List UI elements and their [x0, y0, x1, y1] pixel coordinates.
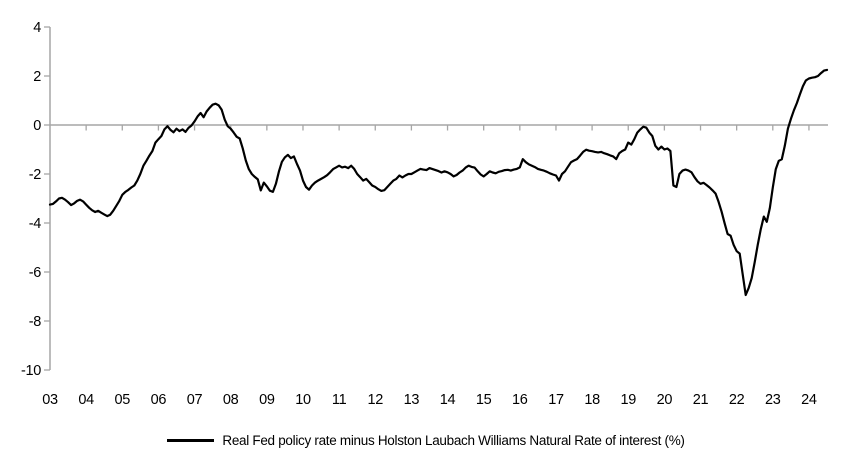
- x-tick-label: 13: [404, 392, 420, 408]
- x-tick-label: 10: [295, 392, 311, 408]
- x-tick-label: 24: [801, 392, 817, 408]
- x-tick-label: 08: [223, 392, 239, 408]
- x-tick-label: 05: [115, 392, 131, 408]
- data-series-line: [48, 68, 829, 297]
- x-tick-label: 12: [367, 392, 383, 408]
- x-tick-label: 22: [729, 392, 745, 408]
- y-tick-label: -6: [29, 265, 42, 281]
- x-tick-label: 21: [693, 392, 709, 408]
- legend: Real Fed policy rate minus Holston Lauba…: [0, 433, 852, 448]
- y-tick-label: -4: [29, 216, 42, 232]
- x-tick-label: 06: [151, 392, 167, 408]
- y-tick-label: 4: [33, 20, 41, 36]
- x-tick-label: 09: [259, 392, 275, 408]
- y-tick-label: -2: [29, 167, 42, 183]
- x-tick-label: 23: [765, 392, 781, 408]
- y-tick-label: -10: [21, 363, 41, 379]
- y-tick-label: -8: [29, 314, 42, 330]
- x-tick-label: 17: [548, 392, 564, 408]
- x-tick-label: 14: [440, 392, 456, 408]
- x-tick-label: 19: [620, 392, 636, 408]
- x-tick-label: 16: [512, 392, 528, 408]
- y-tick-label: 2: [33, 69, 41, 85]
- x-tick-label: 20: [657, 392, 673, 408]
- legend-label: Real Fed policy rate minus Holston Lauba…: [222, 433, 685, 448]
- x-tick-label: 11: [332, 392, 347, 408]
- x-tick-label: 04: [78, 392, 94, 408]
- x-tick-label: 15: [476, 392, 492, 408]
- x-tick-label: 07: [187, 392, 203, 408]
- legend-line-sample: [167, 439, 215, 442]
- x-tick-label: 18: [584, 392, 600, 408]
- y-tick-label: 0: [33, 118, 41, 134]
- x-tick-label: 03: [42, 392, 58, 408]
